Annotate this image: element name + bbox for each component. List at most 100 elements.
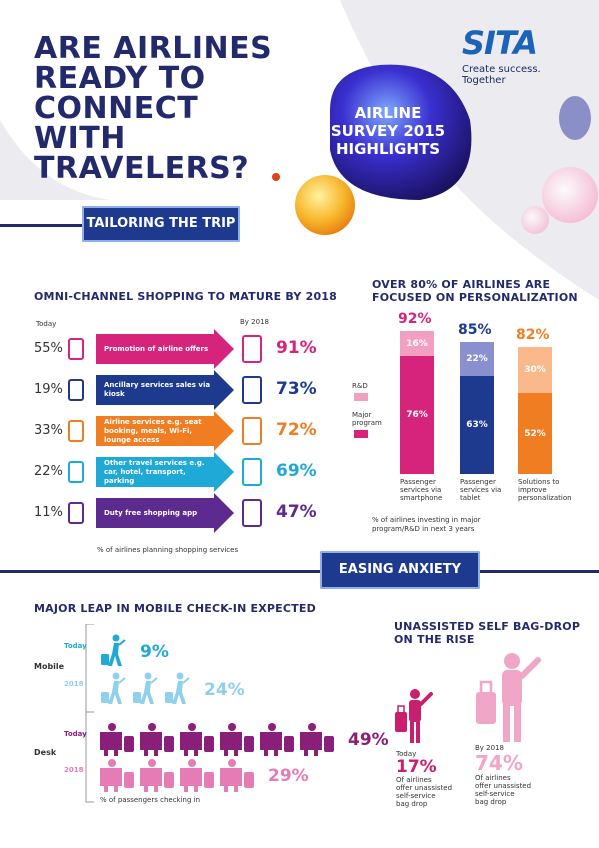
kiosk-icon (242, 376, 262, 404)
bagdrop-today: Today 17% Of airlines offer unassisted s… (396, 750, 452, 808)
checkin-group-label: Mobile (34, 662, 65, 671)
personalization-bar: 22% 63% (460, 342, 494, 474)
mobile-checkin-icon (101, 634, 126, 666)
bar-total: 85% (458, 322, 492, 339)
omni-2018-pct: 73% (276, 379, 317, 399)
today-label: Today (36, 320, 57, 328)
checkin-year-label: Today (64, 642, 87, 650)
omni-today-pct: 11% (34, 505, 63, 520)
checkin-group-label: Desk (34, 748, 57, 757)
kiosk-icon (68, 379, 84, 401)
omni-arrow-tip (214, 370, 234, 410)
bagdrop-2018-desc: Of airlines offer unassisted self-servic… (475, 774, 532, 806)
smartphone-plane-icon (68, 338, 84, 360)
desk-checkin-icon (180, 723, 214, 756)
desk-checkin-icon (140, 759, 174, 792)
desk-checkin-icon (100, 723, 134, 756)
omni-2018-pct: 47% (276, 502, 317, 522)
checkin-pct: 49% (348, 730, 389, 750)
bar-total: 82% (516, 326, 550, 343)
omni-arrow: Duty free shopping app (96, 493, 234, 533)
omni-today-pct: 19% (34, 382, 63, 397)
desk-checkin-icon (220, 759, 254, 792)
checkin-year-label: Today (64, 730, 87, 738)
omni-heading: OMNI-CHANNEL SHOPPING TO MATURE BY 2018 (34, 290, 338, 303)
parking-icon (242, 458, 262, 486)
bagdrop-heading: UNASSISTED SELF BAG-DROP ON THE RISE (394, 620, 581, 646)
omni-arrow: Airline services e.g. seat booking, meal… (96, 411, 234, 451)
logo-name: SITA (462, 24, 538, 62)
omni-arrow-tip (214, 452, 234, 492)
bagdrop-today-label: Today (396, 750, 417, 758)
page-title: ARE AIRLINES READY TO CONNECT WITH TRAVE… (34, 31, 273, 186)
omni-arrow-label: Duty free shopping app (96, 498, 214, 528)
personalization-footnote: % of airlines investing in major program… (372, 516, 481, 533)
wifi-tablet-icon (68, 420, 84, 442)
legend-label-rd: R&D (352, 382, 368, 390)
desk-checkin-icon (180, 759, 214, 792)
desk-checkin-icon (300, 723, 334, 756)
section-pill-tailoring: TAILORING THE TRIP (82, 206, 240, 242)
bagdrop-person-small-icon (395, 689, 433, 743)
mobile-checkin-icon (133, 672, 158, 704)
omni-arrow: Promotion of airline offers (96, 329, 234, 369)
survey-bubble-label: AIRLINE SURVEY 2015 HIGHLIGHTS (330, 104, 446, 158)
bagdrop-today-pct: 17% (396, 757, 437, 777)
section-pill-easing: EASING ANXIETY (320, 551, 480, 589)
shopping-bag-icon (242, 499, 262, 527)
sita-logo: SITA Create success. Together (462, 24, 582, 86)
smartphone-plane-icon (242, 335, 262, 363)
by2018-label: By 2018 (240, 318, 269, 326)
checkin-pct: 24% (204, 680, 245, 700)
checkin-footnote: % of passengers checking in (100, 796, 201, 804)
bar-segment-major: 52% (518, 393, 552, 474)
omni-arrow-label: Ancillary services sales via kiosk (96, 375, 214, 405)
legend-label-major: Major program (352, 411, 382, 427)
bar-segment-major: 63% (460, 376, 494, 474)
bar-segment-rd: 30% (518, 346, 552, 394)
checkin-year-label: 2018 (64, 680, 84, 688)
section-divider-line-2 (0, 570, 340, 573)
omni-2018-pct: 72% (276, 420, 317, 440)
checkin-bracket (85, 624, 94, 803)
desk-checkin-icon (100, 759, 134, 792)
bar-segment-major: 76% (400, 356, 434, 474)
section-divider-line (0, 224, 100, 227)
omni-arrow-tip (214, 411, 234, 451)
personalization-bar: 30% 52% (518, 346, 552, 474)
personalization-legend: R&D Major program (352, 382, 392, 438)
bagdrop-2018-pct: 74% (475, 751, 523, 775)
checkin-year-label: 2018 (64, 766, 84, 774)
bar-segment-rd: 22% (460, 342, 494, 377)
personalization-heading: OVER 80% OF AIRLINES ARE FOCUSED ON PERS… (372, 278, 578, 304)
bar-label: Passenger services via tablet (460, 478, 502, 502)
personalization-bar: 16% 76% (400, 331, 434, 474)
omni-2018-pct: 69% (276, 461, 317, 481)
logo-tagline: Create success. Together (462, 64, 541, 86)
omni-arrow-label: Promotion of airline offers (96, 334, 214, 364)
desk-checkin-icon (140, 723, 174, 756)
legend-swatch-rd (354, 393, 368, 401)
bar-label: Solutions to improve personalization (518, 478, 572, 502)
omni-today-pct: 55% (34, 341, 63, 356)
legend-swatch-major (354, 430, 368, 438)
section-divider-line-3 (470, 570, 599, 573)
omni-arrow: Ancillary services sales via kiosk (96, 370, 234, 410)
omni-arrow-tip (214, 493, 234, 533)
omni-arrow-label: Airline services e.g. seat booking, meal… (96, 416, 214, 446)
omni-arrow: Other travel services e.g. car, hotel, t… (96, 452, 234, 492)
bar-label: Passenger services via smartphone (400, 478, 443, 502)
wifi-tablet-icon (242, 417, 262, 445)
bar-total: 92% (398, 311, 432, 328)
checkin-pct: 29% (268, 766, 309, 786)
bagdrop-2018-label: By 2018 (475, 744, 504, 752)
bagdrop-2018: By 2018 74% Of airlines offer unassisted… (475, 744, 531, 806)
mobile-checkin-icon (101, 672, 126, 704)
bar-segment-rd: 16% (400, 331, 434, 357)
omni-today-pct: 33% (34, 423, 63, 438)
mobile-checkin-icon (165, 672, 190, 704)
checkin-heading: MAJOR LEAP IN MOBILE CHECK-IN EXPECTED (34, 602, 316, 615)
desk-checkin-icon (220, 723, 254, 756)
omni-2018-pct: 91% (276, 338, 317, 358)
